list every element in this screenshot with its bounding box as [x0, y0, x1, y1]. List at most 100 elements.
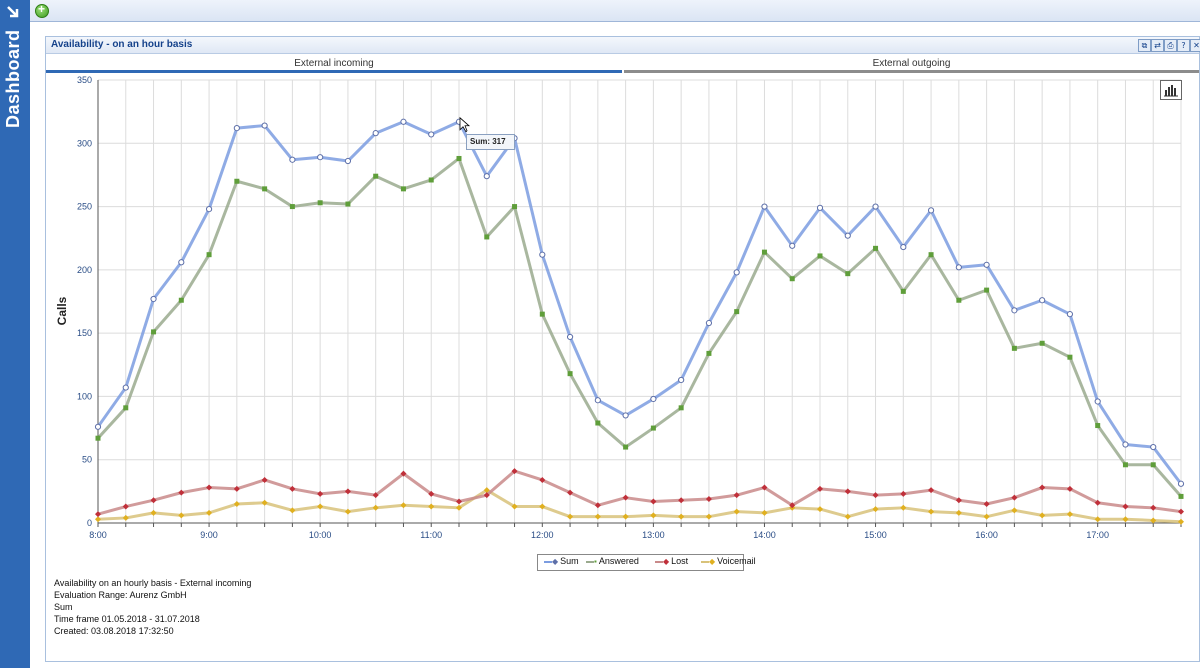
data-point-lost: [1122, 503, 1129, 510]
data-point-sum: [816, 204, 824, 211]
legend-label: Answered: [598, 556, 639, 566]
data-point-answered: [928, 252, 934, 258]
data-point-lost: [761, 484, 768, 491]
data-point-voicemail: [928, 508, 935, 515]
tab-external-incoming[interactable]: External incoming: [294, 58, 374, 69]
add-icon[interactable]: [35, 2, 49, 18]
arrow-down-right-icon[interactable]: [5, 4, 21, 20]
y-tick-label: 200: [77, 265, 92, 275]
data-point-answered: [1095, 423, 1101, 429]
data-point-sum: [400, 118, 407, 125]
data-point-sum: [372, 130, 379, 137]
sidebar-title[interactable]: Dashboard: [3, 29, 23, 128]
data-point-voicemail: [456, 504, 462, 511]
x-tick-label: 11:00: [420, 530, 442, 540]
data-point-lost: [261, 476, 268, 483]
data-point-lost: [233, 485, 240, 492]
data-point-voicemail: [122, 514, 129, 521]
data-point-voicemail: [539, 503, 546, 510]
data-point-sum: [705, 319, 713, 327]
data-point-voicemail: [900, 504, 907, 511]
data-point-voicemail: [95, 516, 101, 523]
data-point-lost: [483, 492, 490, 499]
data-point-voicemail: [372, 504, 379, 511]
data-point-answered: [95, 435, 101, 441]
data-point-answered: [1067, 354, 1073, 360]
data-point-lost: [594, 502, 601, 509]
series-line-answered: [96, 156, 1183, 498]
print-icon[interactable]: ⎙: [1164, 39, 1177, 52]
data-point-sum: [789, 242, 796, 249]
data-point-sum: [344, 157, 352, 165]
tab-external-outgoing[interactable]: External outgoing: [872, 58, 951, 69]
series-line-voicemail: [97, 488, 1182, 524]
data-point-voicemail: [817, 506, 823, 513]
x-tick-label: 10:00: [309, 530, 332, 540]
data-point-lost: [150, 497, 157, 504]
x-tick-label: 17:00: [1086, 530, 1109, 540]
data-point-voicemail: [1150, 517, 1157, 524]
x-tick-label: 14:00: [753, 530, 776, 540]
data-point-voicemail: [289, 507, 296, 514]
data-point-sum: [428, 131, 435, 138]
data-point-sum: [150, 295, 157, 303]
data-point-answered: [984, 287, 990, 293]
x-tick-label: 8:00: [89, 530, 107, 540]
legend-item-lost[interactable]: ◆ Lost: [655, 556, 688, 566]
data-point-answered: [484, 234, 490, 240]
refresh-icon[interactable]: ⇄: [1151, 39, 1164, 52]
data-point-sum: [1177, 480, 1185, 487]
data-point-sum: [872, 203, 879, 210]
legend-label: Sum: [560, 556, 579, 566]
data-point-lost: [344, 488, 351, 495]
data-point-answered: [845, 271, 851, 277]
legend-item-voicemail[interactable]: ◆ Voicemail: [701, 556, 756, 566]
data-point-sum: [1066, 311, 1074, 318]
legend-item-answered[interactable]: ▪ Answered: [586, 556, 639, 566]
data-point-voicemail: [650, 512, 657, 519]
data-point-lost: [705, 495, 712, 502]
data-point-answered: [873, 245, 879, 251]
data-point-sum: [622, 412, 629, 419]
data-point-sum: [844, 232, 851, 239]
legend-item-sum[interactable]: ◆ Sum: [544, 556, 579, 566]
data-point-answered: [151, 329, 157, 335]
data-point-answered: [678, 405, 684, 411]
data-point-lost: [678, 497, 685, 504]
data-point-answered: [123, 405, 129, 411]
data-point-lost: [372, 492, 379, 499]
info-evaluation-range: Evaluation Range: Aurenz GmbH: [54, 590, 187, 600]
help-icon[interactable]: ?: [1177, 39, 1190, 52]
data-point-answered: [178, 297, 184, 303]
data-point-lost: [567, 489, 574, 496]
tab-indicator-inactive: [624, 70, 1199, 73]
y-tick-label: 0: [87, 518, 92, 528]
data-point-voicemail: [983, 513, 990, 520]
chart-type-icon[interactable]: [1160, 80, 1182, 100]
data-point-lost: [900, 490, 907, 497]
data-point-answered: [456, 155, 462, 161]
y-tick-label: 150: [77, 328, 92, 338]
data-point-answered: [206, 252, 212, 258]
data-point-answered: [317, 200, 323, 206]
data-point-voicemail: [233, 501, 240, 508]
data-point-voicemail: [955, 509, 962, 516]
data-point-voicemail: [1094, 516, 1101, 523]
copy-icon[interactable]: ⧉: [1138, 39, 1151, 52]
data-point-voicemail: [317, 503, 324, 510]
chart-panel: Availability - on an hour basis ⧉ ⇄ ⎙ ? …: [45, 36, 1200, 662]
close-icon[interactable]: ✕: [1190, 39, 1200, 52]
data-point-sum: [289, 156, 296, 163]
info-report-title: Availability on an hourly basis - Extern…: [54, 578, 252, 588]
data-point-voicemail: [206, 509, 213, 516]
data-point-voicemail: [261, 499, 268, 506]
data-point-lost: [1066, 485, 1073, 492]
data-point-lost: [95, 511, 101, 518]
data-point-sum: [205, 206, 213, 213]
data-point-sum: [733, 269, 740, 276]
data-point-lost: [622, 494, 629, 501]
data-point-voicemail: [511, 503, 518, 510]
data-point-answered: [1039, 340, 1045, 346]
line-chart: 0 50 100 150 200 250 300 350 8:00 9:00 10:00 11:00 1…: [55, 75, 1185, 540]
tooltip: Sum: 317: [466, 134, 515, 150]
